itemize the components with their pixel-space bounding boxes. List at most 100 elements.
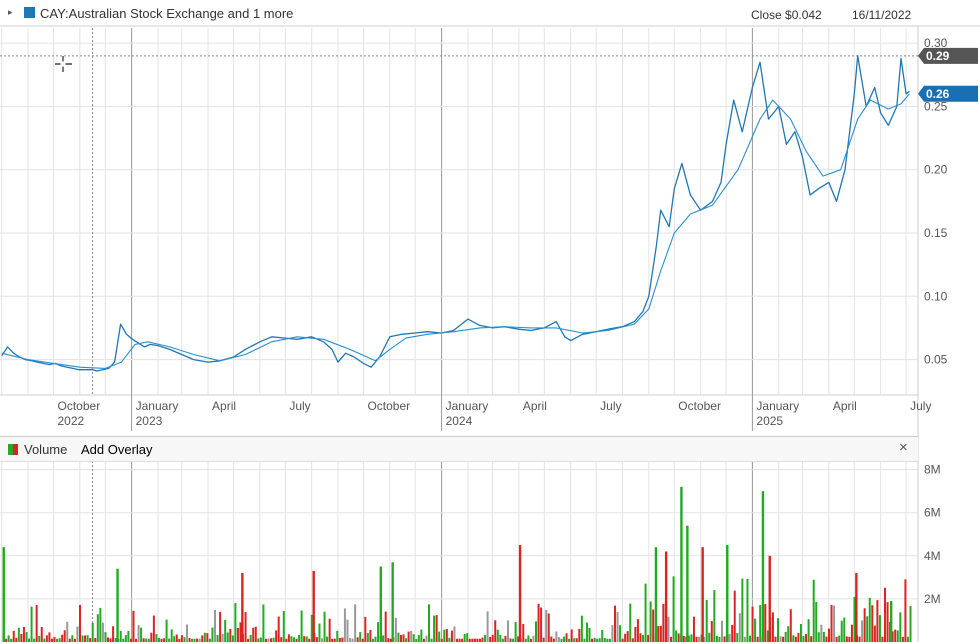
volume-bar xyxy=(705,600,708,642)
volume-bar xyxy=(201,635,204,642)
volume-bar xyxy=(219,611,222,642)
volume-bar xyxy=(906,636,909,642)
volume-bar xyxy=(89,638,92,642)
volume-bar xyxy=(155,634,158,642)
expand-legend-icon[interactable]: ▸ xyxy=(8,7,13,17)
volume-bar xyxy=(522,623,525,642)
volume-label: Volume xyxy=(24,442,68,457)
volume-bar xyxy=(331,638,334,642)
volume-bar xyxy=(56,638,59,642)
add-overlay-button[interactable]: Add Overlay xyxy=(81,442,153,457)
volume-bar xyxy=(575,638,578,642)
series-line-2 xyxy=(1,93,910,369)
volume-bar xyxy=(743,636,746,642)
volume-bar xyxy=(540,607,543,642)
volume-bar xyxy=(377,622,380,642)
volume-bar xyxy=(448,637,451,642)
volume-bar xyxy=(356,637,359,642)
volume-bar xyxy=(298,635,301,642)
volume-bar xyxy=(20,633,23,642)
volume-bar xyxy=(835,636,838,642)
x-tick-label: April xyxy=(833,399,857,413)
volume-bar xyxy=(894,629,897,642)
volume-bar xyxy=(766,630,769,642)
volume-bar xyxy=(810,636,813,642)
close-price-readout: Close $0.042 xyxy=(751,8,822,22)
volume-bar xyxy=(552,638,555,642)
volume-bar xyxy=(214,609,217,642)
volume-bar xyxy=(565,633,568,642)
volume-bar xyxy=(170,629,173,642)
volume-bar xyxy=(315,637,318,642)
volume-bar xyxy=(794,636,797,642)
volume-bar xyxy=(290,636,293,642)
volume-bar xyxy=(899,612,902,642)
volume-bar xyxy=(443,629,446,642)
volume-bar xyxy=(593,637,596,642)
volume-bar xyxy=(624,633,627,642)
volume-bar xyxy=(165,619,168,642)
volume-bar xyxy=(608,638,611,642)
volume-bar xyxy=(695,636,698,642)
volume-bar xyxy=(878,615,881,642)
volume-bar xyxy=(239,622,242,642)
volume-bar xyxy=(901,636,904,642)
volume-bar xyxy=(292,637,295,642)
volume-panel-header: Volume Add Overlay × xyxy=(0,436,918,462)
volume-bar xyxy=(270,638,273,642)
volume-bar xyxy=(178,638,181,642)
volume-bar xyxy=(802,636,805,642)
volume-bar xyxy=(537,603,540,642)
volume-bar xyxy=(33,638,36,642)
volume-bar xyxy=(568,638,571,642)
volume-bar xyxy=(124,635,127,642)
volume-bar xyxy=(799,624,802,642)
y-tick-label: 0.05 xyxy=(924,353,948,367)
volume-bar xyxy=(247,638,250,642)
volume-bar xyxy=(191,638,194,642)
volume-bar xyxy=(506,620,509,642)
volume-bar xyxy=(254,626,257,642)
volume-bar xyxy=(494,620,497,642)
volume-bar xyxy=(40,627,43,642)
volume-bar xyxy=(405,638,408,642)
volume-bar xyxy=(738,613,741,642)
price-tag-label: 0.29 xyxy=(926,49,950,63)
volume-bar xyxy=(873,625,876,642)
volume-bar xyxy=(591,638,594,642)
volume-bar xyxy=(349,637,352,642)
volume-bar xyxy=(112,626,115,642)
volume-bar xyxy=(45,635,48,642)
x-tick-label: October xyxy=(678,399,721,413)
x-tick-label: January xyxy=(446,399,489,413)
volume-bar xyxy=(12,630,15,642)
volume-bar xyxy=(351,638,354,642)
volume-bar xyxy=(570,629,573,642)
volume-bar xyxy=(723,636,726,642)
volume-bar xyxy=(524,638,527,642)
volume-bar xyxy=(198,638,201,642)
volume-bar xyxy=(682,635,685,642)
volume-bar xyxy=(5,638,8,642)
series-legend-label[interactable]: CAY:Australian Stock Exchange and 1 more xyxy=(40,6,294,21)
volume-bar xyxy=(909,606,912,642)
volume-bar xyxy=(73,638,76,642)
volume-bar xyxy=(636,619,639,642)
volume-bar xyxy=(369,629,372,642)
volume-bar xyxy=(853,597,856,642)
volume-bar-peak xyxy=(686,525,689,642)
volume-bar xyxy=(43,638,46,642)
volume-bar xyxy=(216,635,219,642)
volume-bar xyxy=(249,634,252,642)
volume-bar xyxy=(741,578,744,642)
close-volume-icon[interactable]: × xyxy=(899,439,908,456)
y-tick-label: 0.20 xyxy=(924,163,948,177)
volume-bar xyxy=(692,616,695,642)
volume-bar xyxy=(415,638,418,642)
volume-bar xyxy=(81,635,84,642)
volume-bar xyxy=(611,625,614,642)
volume-bar xyxy=(807,619,810,642)
volume-bar xyxy=(667,616,670,642)
x-tick-label: April xyxy=(523,399,547,413)
